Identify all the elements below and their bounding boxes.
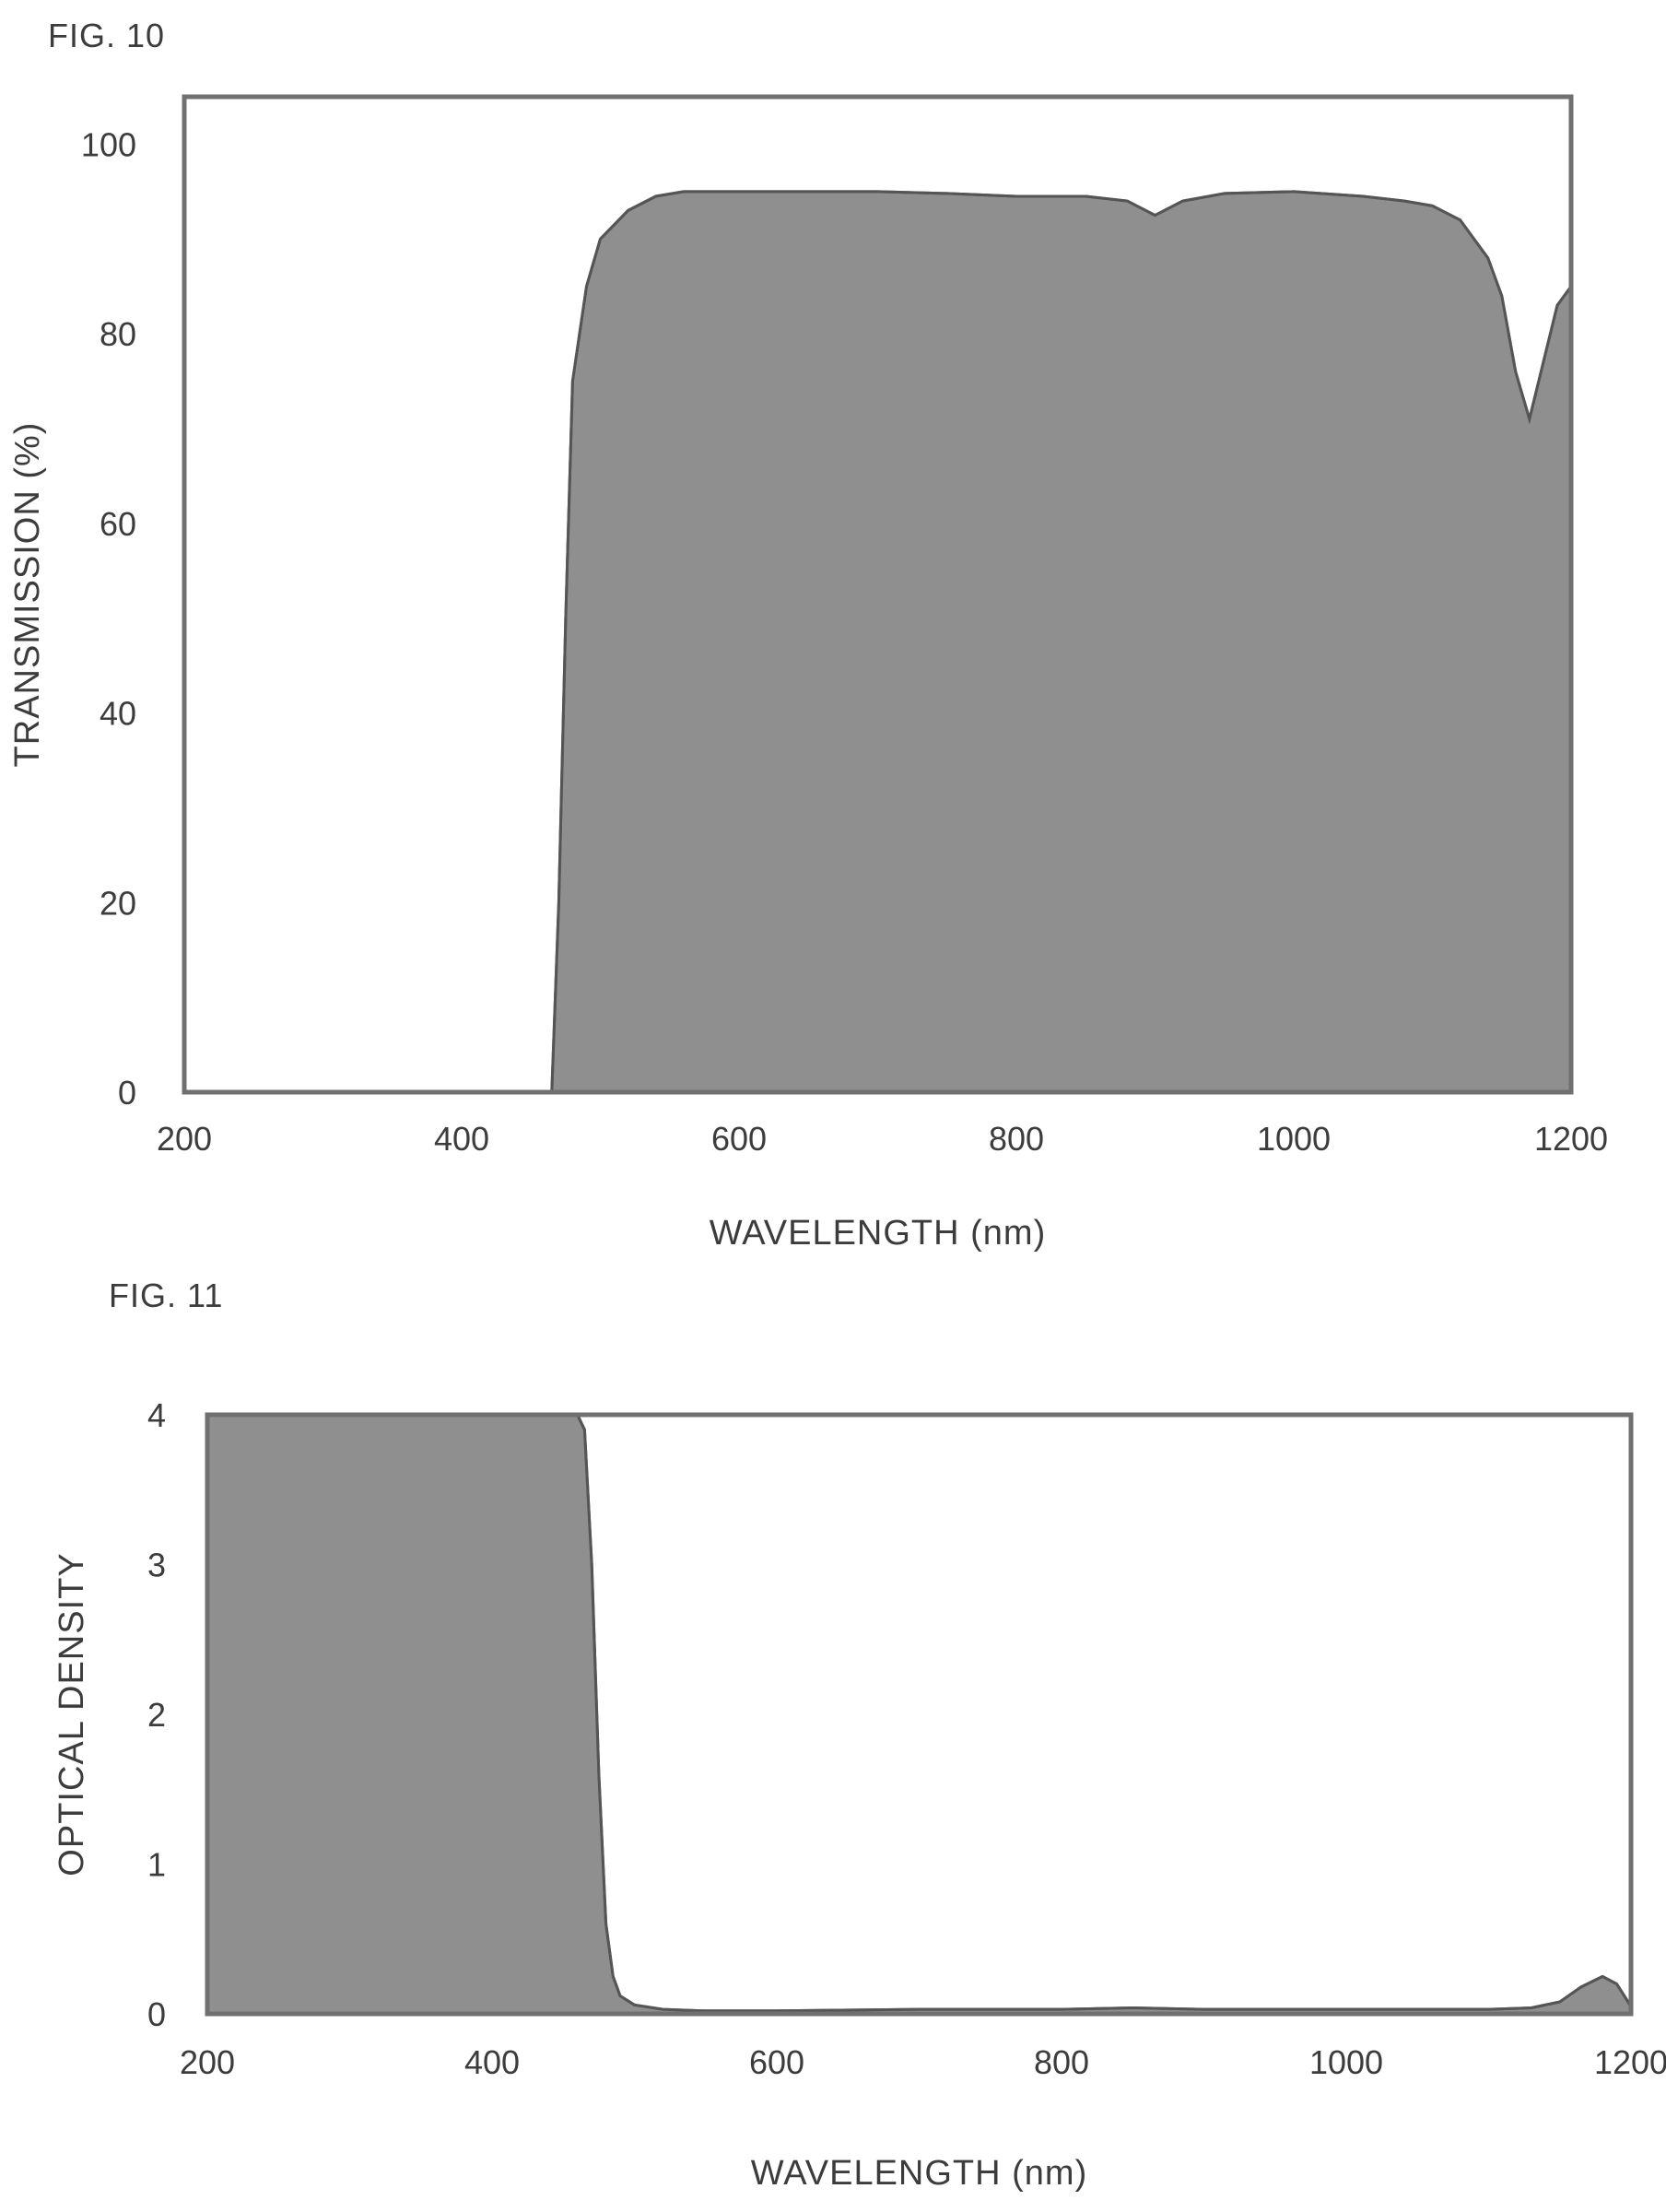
transmission-plot-frame (182, 94, 1574, 1095)
transmission-x-tick-label: 1200 (1534, 1120, 1608, 1158)
optical-density-y-tick-label: 1 (147, 1846, 166, 1884)
optical-density-y-tick-label: 0 (147, 1995, 166, 2033)
transmission-series-area (184, 190, 1573, 1094)
figure-11-label: FIG. 11 (109, 1277, 224, 1314)
optical-density-plot-frame (205, 1412, 1634, 2017)
optical-density-x-tick-label: 400 (464, 2043, 520, 2081)
transmission-x-tick-label: 200 (157, 1120, 212, 1158)
optical-density-y-tick-label: 3 (147, 1547, 166, 1584)
transmission-y-tick-label: 20 (100, 884, 136, 922)
optical-density-x-tick-label: 200 (180, 2043, 235, 2081)
optical-density-x-tick-label: 1200 (1594, 2043, 1666, 2081)
optical-density-y-tick-label: 2 (147, 1696, 166, 1734)
optical-density-x-axis-title: WAVELENGTH (nm) (751, 2154, 1087, 2193)
transmission-y-tick-label: 100 (81, 125, 136, 163)
optical-density-chart: 200 400 600 800 1000 1200 0 1 2 3 4 WAVELENGTH (nm)… (53, 1396, 1666, 2193)
optical-density-y-axis-title: OPTICAL DENSITY (53, 1552, 91, 1876)
transmission-y-tick-label: 60 (100, 505, 136, 543)
transmission-series-line (184, 190, 1573, 1094)
optical-density-x-tick-label: 600 (749, 2043, 804, 2081)
transmission-x-tick-label: 800 (989, 1120, 1044, 1158)
optical-density-y-tick-label: 4 (147, 1396, 166, 1434)
transmission-x-tick-label: 600 (711, 1120, 767, 1158)
transmission-x-tick-label: 1000 (1257, 1120, 1331, 1158)
transmission-y-tick-label: 0 (118, 1074, 136, 1112)
transmission-y-tick-label: 80 (100, 315, 136, 353)
optical-density-x-tick-label: 800 (1034, 2043, 1089, 2081)
transmission-x-tick-label: 400 (434, 1120, 489, 1158)
transmission-x-axis-title: WAVELENGTH (nm) (710, 1214, 1046, 1253)
optical-density-x-tick-label: 1000 (1309, 2043, 1383, 2081)
optical-density-series-area (205, 1413, 1633, 2016)
figure-10-label: FIG. 10 (48, 17, 166, 54)
transmission-y-tick-label: 40 (100, 695, 136, 733)
transmission-y-axis-title: TRANSMISSION (%) (8, 422, 47, 768)
optical-density-series-line (207, 1413, 1633, 2013)
transmission-chart: 200 400 600 800 1000 1200 0 20 40 60 80 100 WAVELENG… (8, 94, 1608, 1253)
